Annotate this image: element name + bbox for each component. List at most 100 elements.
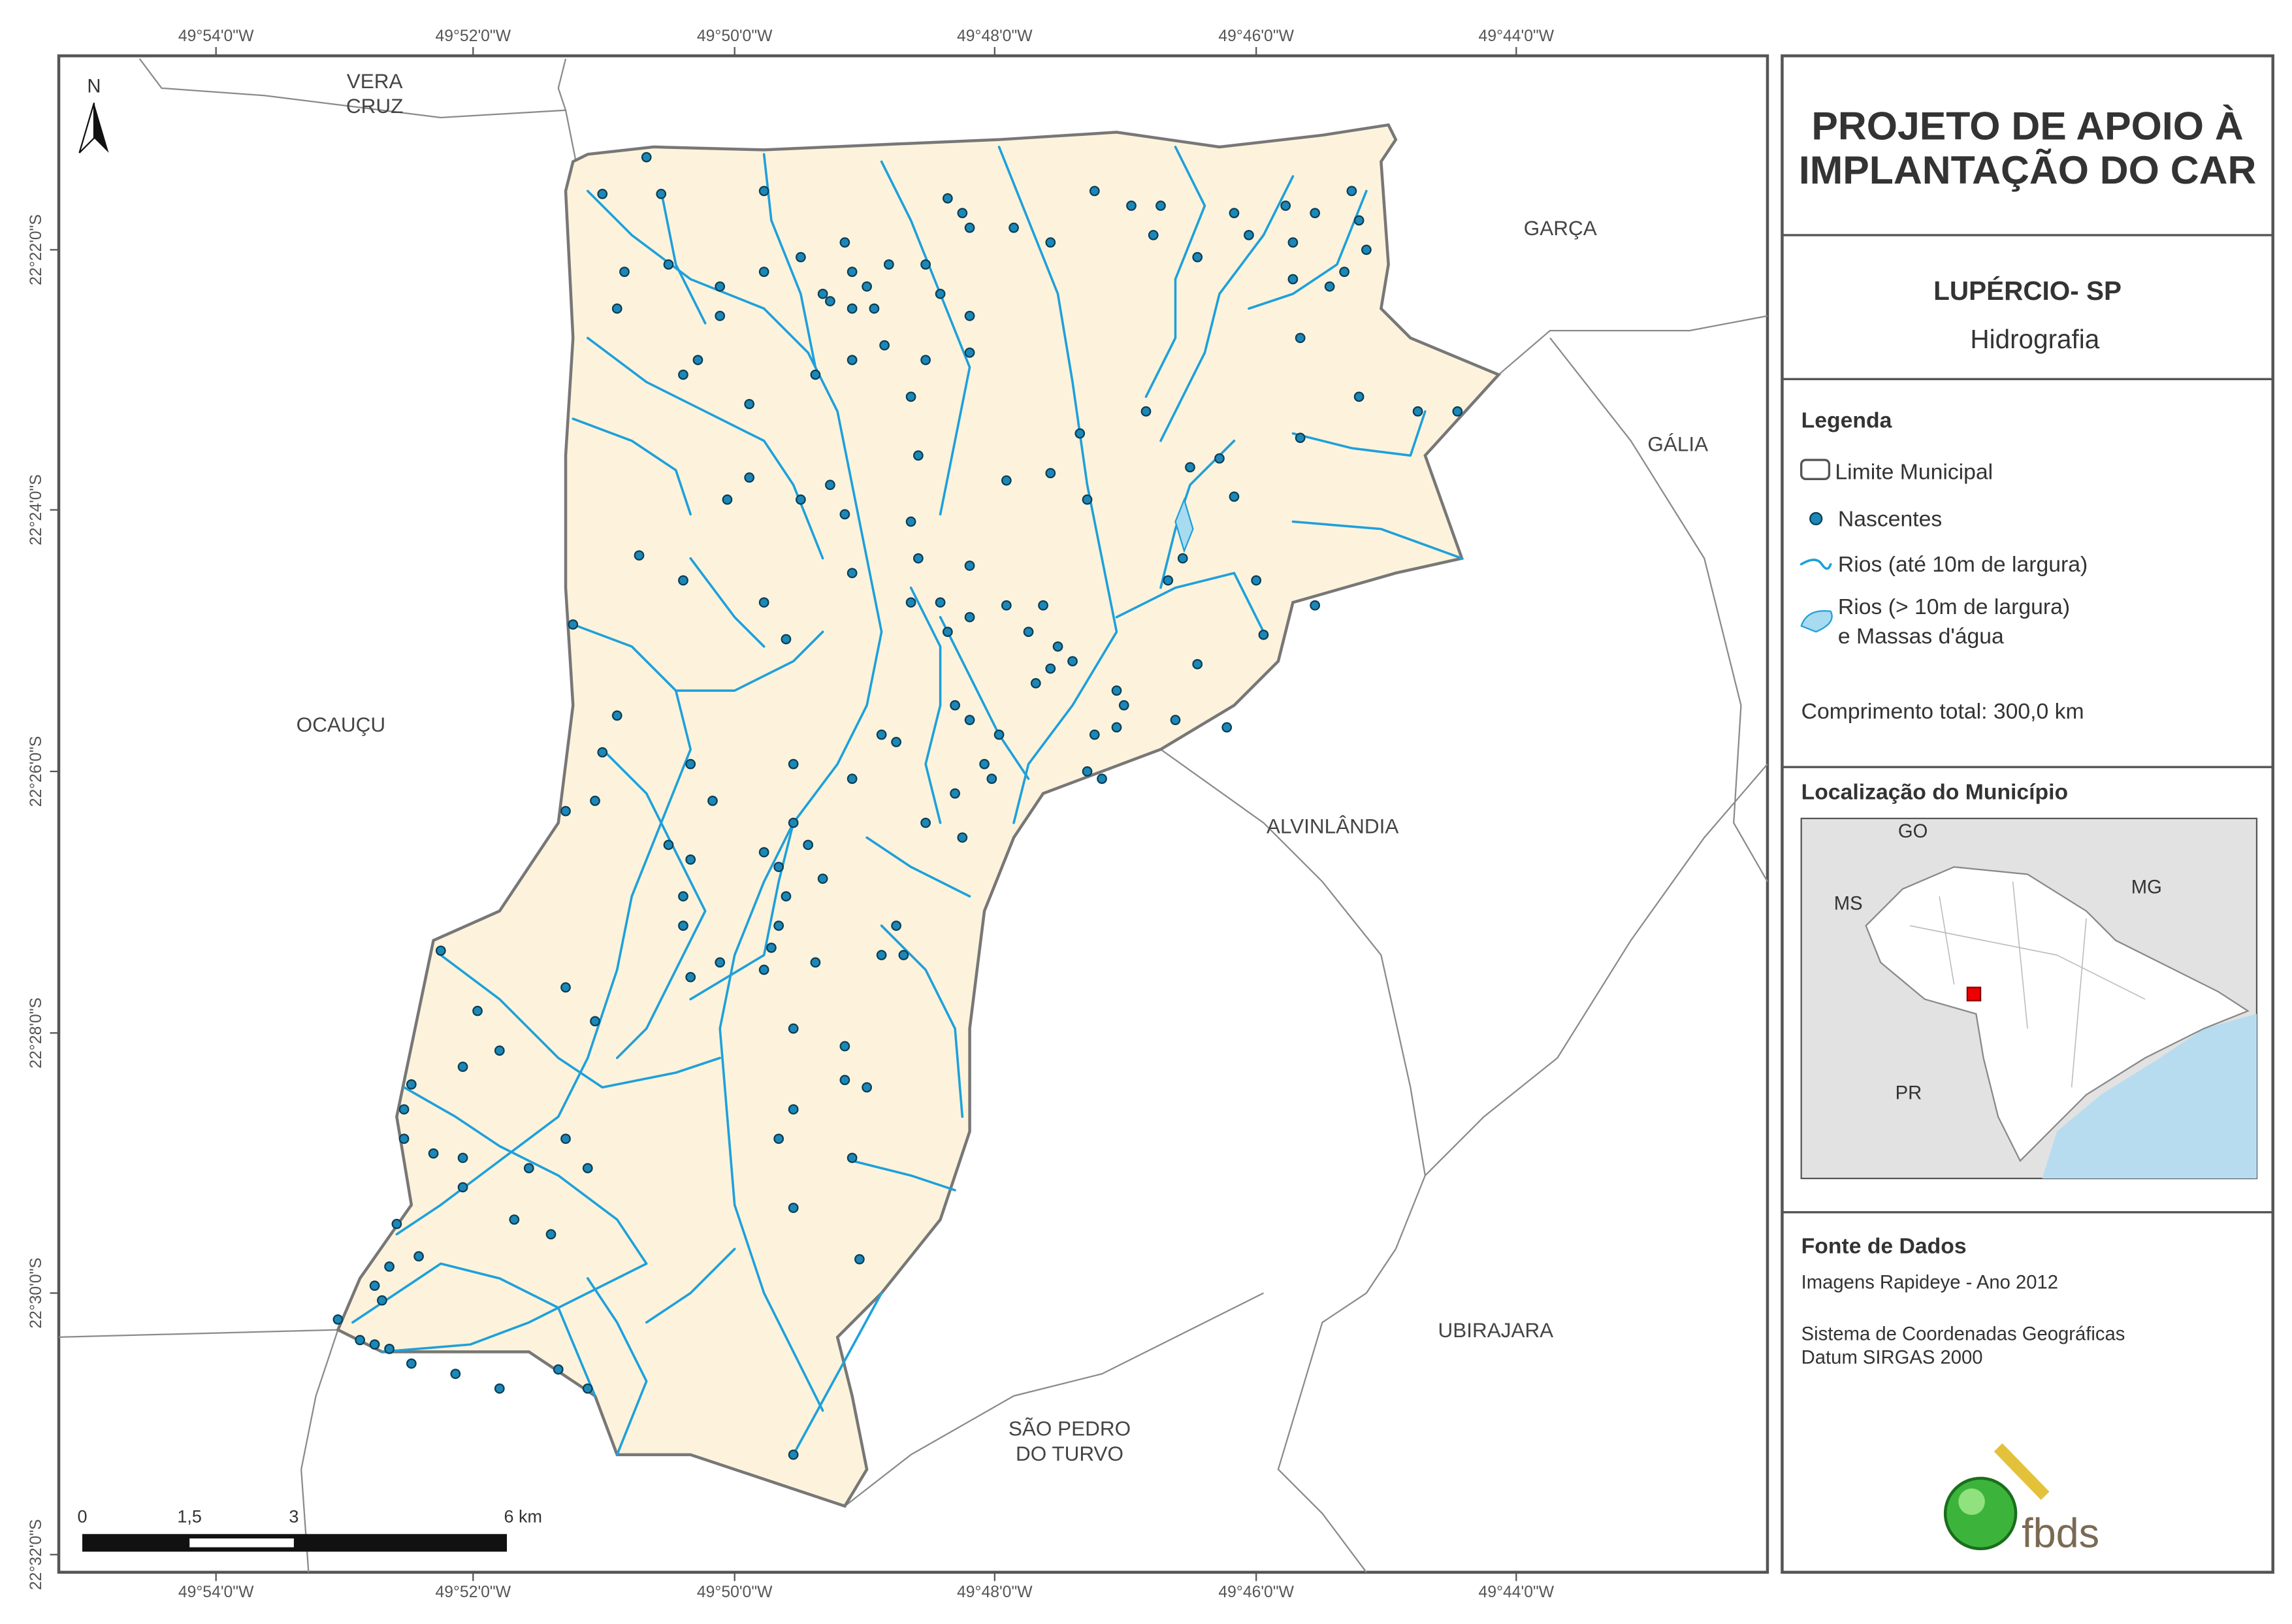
longitude-label: 49°50'0"W bbox=[697, 27, 773, 45]
north-arrow: N bbox=[78, 76, 109, 154]
spring bbox=[1192, 252, 1203, 263]
spring bbox=[854, 1254, 865, 1265]
spring bbox=[847, 568, 858, 579]
spring bbox=[1001, 600, 1012, 611]
spring bbox=[964, 611, 975, 623]
spring bbox=[406, 1358, 417, 1369]
rivers bbox=[351, 146, 1463, 1456]
source-line: Imagens Rapideye - Ano 2012 bbox=[1801, 1273, 2058, 1293]
spring bbox=[1258, 629, 1269, 640]
spring bbox=[560, 805, 571, 817]
map-frame: N 0 1,5 3 6 km 49°54'0"W 49°52'0"W 49°50'0… bbox=[27, 27, 1769, 1601]
spring bbox=[788, 817, 799, 828]
spring bbox=[457, 1062, 468, 1072]
title: IMPLANTAÇÃO DO CAR bbox=[1799, 148, 2256, 192]
spring bbox=[1353, 215, 1364, 226]
spring bbox=[1082, 494, 1093, 505]
place-label: DO TURVO bbox=[1016, 1442, 1123, 1465]
spring bbox=[1097, 773, 1107, 785]
spring bbox=[810, 369, 821, 380]
spring bbox=[369, 1280, 380, 1291]
spring bbox=[1111, 722, 1122, 733]
spring bbox=[641, 152, 652, 163]
spring bbox=[773, 862, 784, 872]
spring bbox=[964, 347, 975, 358]
spring bbox=[950, 700, 960, 711]
spring bbox=[494, 1045, 505, 1056]
spring bbox=[847, 267, 858, 277]
spring bbox=[663, 839, 674, 851]
logo: fbds bbox=[1943, 1443, 2099, 1557]
spring bbox=[1214, 453, 1225, 464]
spring bbox=[957, 208, 968, 219]
spring bbox=[1287, 274, 1299, 285]
spring bbox=[568, 619, 579, 630]
longitude-label: 49°52'0"W bbox=[436, 1583, 511, 1601]
municipal-limit bbox=[336, 123, 1502, 1508]
place-label: VERA bbox=[347, 69, 403, 93]
spring bbox=[1023, 626, 1034, 638]
spring bbox=[1111, 685, 1122, 696]
latitude-label: 22°32'0"S bbox=[27, 1519, 45, 1590]
spring bbox=[817, 873, 828, 884]
spring bbox=[1177, 553, 1188, 564]
spring bbox=[839, 237, 850, 248]
spring bbox=[1280, 201, 1291, 211]
spring bbox=[1310, 208, 1321, 219]
inset-label: MG bbox=[2131, 877, 2162, 898]
spring bbox=[1244, 230, 1254, 240]
spring bbox=[582, 1163, 593, 1174]
location-inset: GO MS MG PR bbox=[1800, 817, 2258, 1180]
spring bbox=[935, 288, 946, 299]
spring bbox=[1170, 715, 1181, 726]
spring bbox=[1045, 468, 1056, 479]
spring bbox=[715, 957, 726, 968]
total-length: Comprimento total: 300,0 km bbox=[1801, 699, 2084, 724]
place-label: UBIRAJARA bbox=[1438, 1318, 1553, 1342]
spring bbox=[1082, 766, 1093, 777]
scale-label: 6 km bbox=[504, 1506, 542, 1526]
spring bbox=[758, 186, 769, 197]
spring bbox=[825, 296, 835, 306]
spring bbox=[1148, 230, 1159, 240]
latitude-label: 22°30'0"S bbox=[27, 1258, 45, 1329]
spring bbox=[611, 303, 622, 314]
spring bbox=[678, 891, 688, 901]
longitude-label: 49°48'0"W bbox=[957, 1583, 1033, 1601]
spring bbox=[634, 550, 645, 561]
place-label: SÃO PEDRO bbox=[1009, 1417, 1131, 1440]
spring bbox=[332, 1314, 344, 1325]
spring bbox=[398, 1133, 410, 1145]
spring bbox=[781, 634, 792, 645]
spring bbox=[685, 758, 696, 770]
place-label: ALVINLÂNDIA bbox=[1267, 814, 1398, 837]
spring bbox=[979, 758, 990, 770]
spring bbox=[685, 854, 696, 865]
spring bbox=[472, 1005, 483, 1016]
spring bbox=[803, 839, 814, 851]
panel-border bbox=[1781, 54, 2274, 1574]
spring bbox=[905, 391, 916, 402]
spring bbox=[912, 553, 924, 564]
spring bbox=[788, 1449, 799, 1460]
title: PROJETO DE APOIO À bbox=[1811, 104, 2243, 148]
spring bbox=[905, 516, 916, 527]
spring bbox=[715, 310, 726, 321]
spring bbox=[391, 1218, 402, 1229]
spring bbox=[796, 494, 806, 505]
spring bbox=[1192, 658, 1203, 670]
source-line: Sistema de Coordenadas Geográficas bbox=[1801, 1324, 2125, 1344]
spring bbox=[1339, 267, 1350, 277]
spring bbox=[1089, 729, 1100, 740]
spring bbox=[582, 1383, 593, 1394]
spring bbox=[560, 1133, 571, 1145]
springs bbox=[332, 152, 1463, 1460]
spring bbox=[1361, 244, 1372, 255]
spring bbox=[1009, 222, 1019, 233]
spring bbox=[1229, 491, 1240, 502]
spring bbox=[766, 942, 777, 953]
spring bbox=[1038, 600, 1048, 611]
theme: Hidrografia bbox=[1970, 324, 2099, 354]
spring bbox=[876, 950, 887, 960]
spring bbox=[912, 450, 924, 461]
